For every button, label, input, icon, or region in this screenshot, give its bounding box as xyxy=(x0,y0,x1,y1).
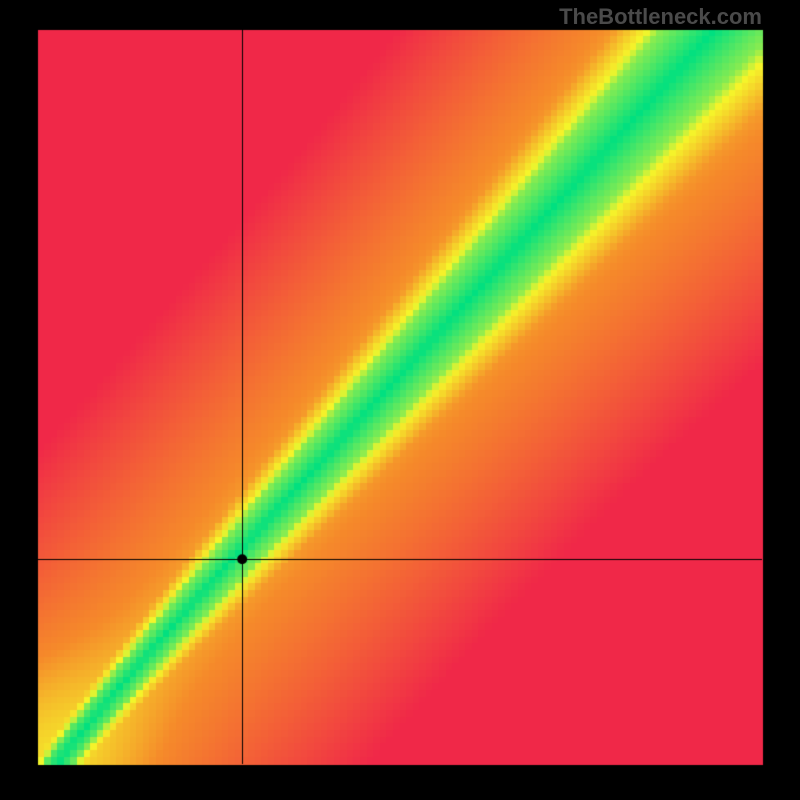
chart-container: TheBottleneck.com xyxy=(0,0,800,800)
bottleneck-heatmap xyxy=(0,0,800,800)
watermark-label: TheBottleneck.com xyxy=(559,4,762,30)
